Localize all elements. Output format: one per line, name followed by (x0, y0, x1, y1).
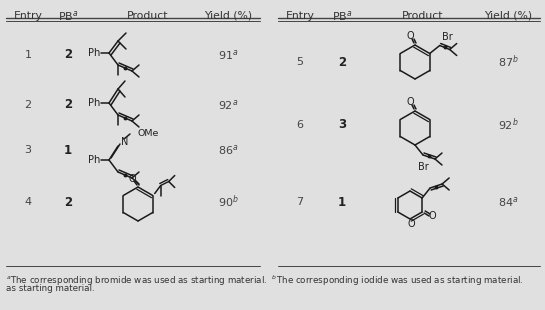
Text: 91$^a$: 91$^a$ (218, 48, 238, 62)
Text: O: O (407, 219, 415, 229)
Text: 2: 2 (64, 196, 72, 209)
Text: O: O (406, 97, 414, 107)
Text: Ph: Ph (88, 48, 100, 58)
Text: Yield (%): Yield (%) (484, 11, 532, 21)
Text: Entry: Entry (14, 11, 43, 21)
Text: O: O (128, 174, 136, 184)
Text: Entry: Entry (286, 11, 314, 21)
Text: 1: 1 (338, 196, 346, 209)
Text: O: O (428, 211, 436, 221)
Text: 1: 1 (64, 144, 72, 157)
Text: OMe: OMe (138, 129, 159, 138)
Text: 2: 2 (64, 48, 72, 61)
Text: 87$^b$: 87$^b$ (498, 54, 518, 70)
Text: Yield (%): Yield (%) (204, 11, 252, 21)
Text: 7: 7 (296, 197, 304, 207)
Text: Ph: Ph (88, 155, 100, 165)
Text: as starting material.: as starting material. (6, 284, 95, 293)
Text: O: O (406, 31, 414, 41)
Text: PB$^a$: PB$^a$ (58, 9, 78, 23)
Text: Product: Product (127, 11, 169, 21)
Text: 6: 6 (296, 120, 304, 130)
Text: 86$^a$: 86$^a$ (218, 143, 238, 157)
Text: Product: Product (402, 11, 444, 21)
Text: 92$^b$: 92$^b$ (498, 117, 518, 133)
Text: Ph: Ph (88, 98, 100, 108)
Text: 5: 5 (296, 57, 304, 67)
Text: 3: 3 (25, 145, 32, 155)
Text: $^a$The corresponding bromide was used as starting material.  $^b$The correspond: $^a$The corresponding bromide was used a… (6, 274, 524, 288)
Text: 2: 2 (25, 100, 32, 110)
Text: Br: Br (443, 33, 453, 42)
Text: 2: 2 (338, 55, 346, 69)
Text: 92$^a$: 92$^a$ (218, 98, 238, 112)
Text: 2: 2 (64, 99, 72, 112)
Text: 90$^b$: 90$^b$ (217, 194, 238, 210)
Text: PB$^a$: PB$^a$ (332, 9, 352, 23)
Text: 4: 4 (25, 197, 32, 207)
Text: 1: 1 (25, 50, 32, 60)
Text: N: N (121, 137, 129, 147)
Text: 84$^a$: 84$^a$ (498, 195, 518, 209)
Text: Br: Br (417, 162, 428, 172)
Text: 3: 3 (338, 118, 346, 131)
